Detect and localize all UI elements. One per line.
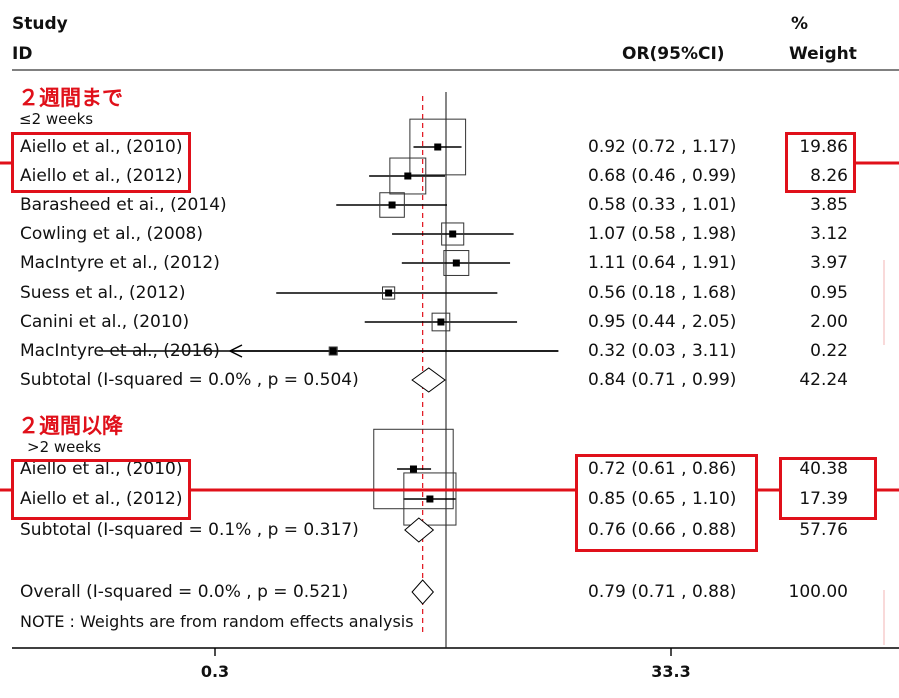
study-ci-cowling-et-al-2008: 1.07 (0.58 , 1.98) bbox=[588, 224, 737, 244]
point-estimate-g0-2 bbox=[388, 201, 396, 209]
x-tick-label-0-3: 0.3 bbox=[200, 662, 230, 681]
overall-weight: 100.00 bbox=[788, 582, 848, 602]
weight-box-g0-3 bbox=[441, 222, 465, 246]
study-weight-aiello-et-al-2012: 8.26 bbox=[810, 166, 848, 186]
weight-box-g0-1 bbox=[389, 157, 427, 195]
weight-box-g1-1 bbox=[403, 472, 457, 526]
study-weight-aiello-et-al-2012: 17.39 bbox=[799, 489, 848, 509]
x-tick-label-33-3: 33.3 bbox=[651, 662, 691, 681]
ci-arrow-g0-7 bbox=[228, 344, 243, 358]
study-ci-barasheed-et-ai-2014: 0.58 (0.33 , 1.01) bbox=[588, 195, 737, 215]
group-title-after-2-weeks: ２週間以降 bbox=[18, 414, 123, 438]
study-name-aiello-et-al-2010: Aiello et al., (2010) bbox=[20, 459, 183, 479]
header-weight: Weight bbox=[789, 44, 857, 64]
point-estimate-g0-4 bbox=[452, 259, 460, 267]
study-weight-macintyre-et-al-2016: 0.22 bbox=[810, 341, 848, 361]
overall-ci: 0.79 (0.71 , 0.88) bbox=[588, 582, 737, 602]
point-estimate-g0-0 bbox=[434, 143, 442, 151]
subtotal-ci: 0.84 (0.71 , 0.99) bbox=[588, 370, 737, 390]
note-text: NOTE : Weights are from random effects a… bbox=[20, 612, 414, 631]
weight-box-g0-4 bbox=[443, 250, 470, 276]
study-ci-macintyre-et-al-2016: 0.32 (0.03 , 3.11) bbox=[588, 341, 737, 361]
study-ci-macintyre-et-al-2012: 1.11 (0.64 , 1.91) bbox=[588, 253, 737, 273]
subtotal-weight: 42.24 bbox=[799, 370, 848, 390]
point-estimate-g0-1 bbox=[404, 172, 412, 180]
subtotal-label: Subtotal (I-squared = 0.1% , p = 0.317) bbox=[20, 520, 359, 540]
diamond-overall bbox=[411, 579, 435, 605]
subtotal-weight: 57.76 bbox=[799, 520, 848, 540]
study-name-macintyre-et-al-2012: MacIntyre et al., (2012) bbox=[20, 253, 220, 273]
header-study: Study bbox=[12, 14, 68, 34]
weight-box-g1-0 bbox=[373, 428, 454, 510]
study-weight-barasheed-et-ai-2014: 3.85 bbox=[810, 195, 848, 215]
header-or-ci: OR(95%CI) bbox=[622, 44, 725, 64]
study-ci-aiello-et-al-2012: 0.68 (0.46 , 0.99) bbox=[588, 166, 737, 186]
diamond-subtotal-g0 bbox=[411, 367, 446, 393]
group-title-up-to-2-weeks: ２週間まで bbox=[18, 86, 123, 110]
weight-box-g0-0 bbox=[409, 118, 467, 176]
study-ci-canini-et-al-2010: 0.95 (0.44 , 2.05) bbox=[588, 312, 737, 332]
subtotal-label: Subtotal (I-squared = 0.0% , p = 0.504) bbox=[20, 370, 359, 390]
point-estimate-g0-7 bbox=[329, 347, 337, 355]
study-name-aiello-et-al-2012: Aiello et al., (2012) bbox=[20, 489, 183, 509]
point-estimate-g0-3 bbox=[449, 230, 457, 238]
point-estimate-g1-1 bbox=[426, 495, 434, 503]
study-name-suess-et-al-2012: Suess et al., (2012) bbox=[20, 283, 186, 303]
diamond-subtotal-g1 bbox=[404, 517, 435, 543]
weight-box-g0-2 bbox=[379, 192, 405, 218]
group-label-le-2-weeks: ≤2 weeks bbox=[19, 110, 94, 128]
study-weight-aiello-et-al-2010: 40.38 bbox=[799, 459, 848, 479]
weight-box-g0-7 bbox=[328, 346, 338, 356]
point-estimate-g1-0 bbox=[409, 465, 417, 473]
overall-label: Overall (I-squared = 0.0% , p = 0.521) bbox=[20, 582, 349, 602]
point-estimate-g0-5 bbox=[385, 289, 393, 297]
study-ci-aiello-et-al-2012: 0.85 (0.65 , 1.10) bbox=[588, 489, 737, 509]
study-ci-suess-et-al-2012: 0.56 (0.18 , 1.68) bbox=[588, 283, 737, 303]
study-name-cowling-et-al-2008: Cowling et al., (2008) bbox=[20, 224, 203, 244]
study-name-aiello-et-al-2010: Aiello et al., (2010) bbox=[20, 137, 183, 157]
subtotal-ci: 0.76 (0.66 , 0.88) bbox=[588, 520, 737, 540]
study-weight-macintyre-et-al-2012: 3.97 bbox=[810, 253, 848, 273]
study-name-barasheed-et-ai-2014: Barasheed et ai., (2014) bbox=[20, 195, 227, 215]
study-weight-aiello-et-al-2010: 19.86 bbox=[799, 137, 848, 157]
study-ci-aiello-et-al-2010: 0.72 (0.61 , 0.86) bbox=[588, 459, 737, 479]
study-ci-aiello-et-al-2010: 0.92 (0.72 , 1.17) bbox=[588, 137, 737, 157]
study-name-macintyre-et-al-2016: MacIntyre et al., (2016) bbox=[20, 341, 220, 361]
header-percent: % bbox=[791, 14, 809, 34]
study-name-aiello-et-al-2012: Aiello et al., (2012) bbox=[20, 166, 183, 186]
study-name-canini-et-al-2010: Canini et al., (2010) bbox=[20, 312, 190, 332]
point-estimate-g0-6 bbox=[437, 318, 445, 326]
study-weight-suess-et-al-2012: 0.95 bbox=[810, 283, 848, 303]
header-id: ID bbox=[12, 44, 33, 64]
study-weight-canini-et-al-2010: 2.00 bbox=[810, 312, 848, 332]
weight-box-g0-6 bbox=[431, 312, 451, 332]
weight-box-g0-5 bbox=[382, 286, 396, 300]
group-label-gt-2-weeks: >2 weeks bbox=[27, 438, 102, 456]
study-weight-cowling-et-al-2008: 3.12 bbox=[810, 224, 848, 244]
